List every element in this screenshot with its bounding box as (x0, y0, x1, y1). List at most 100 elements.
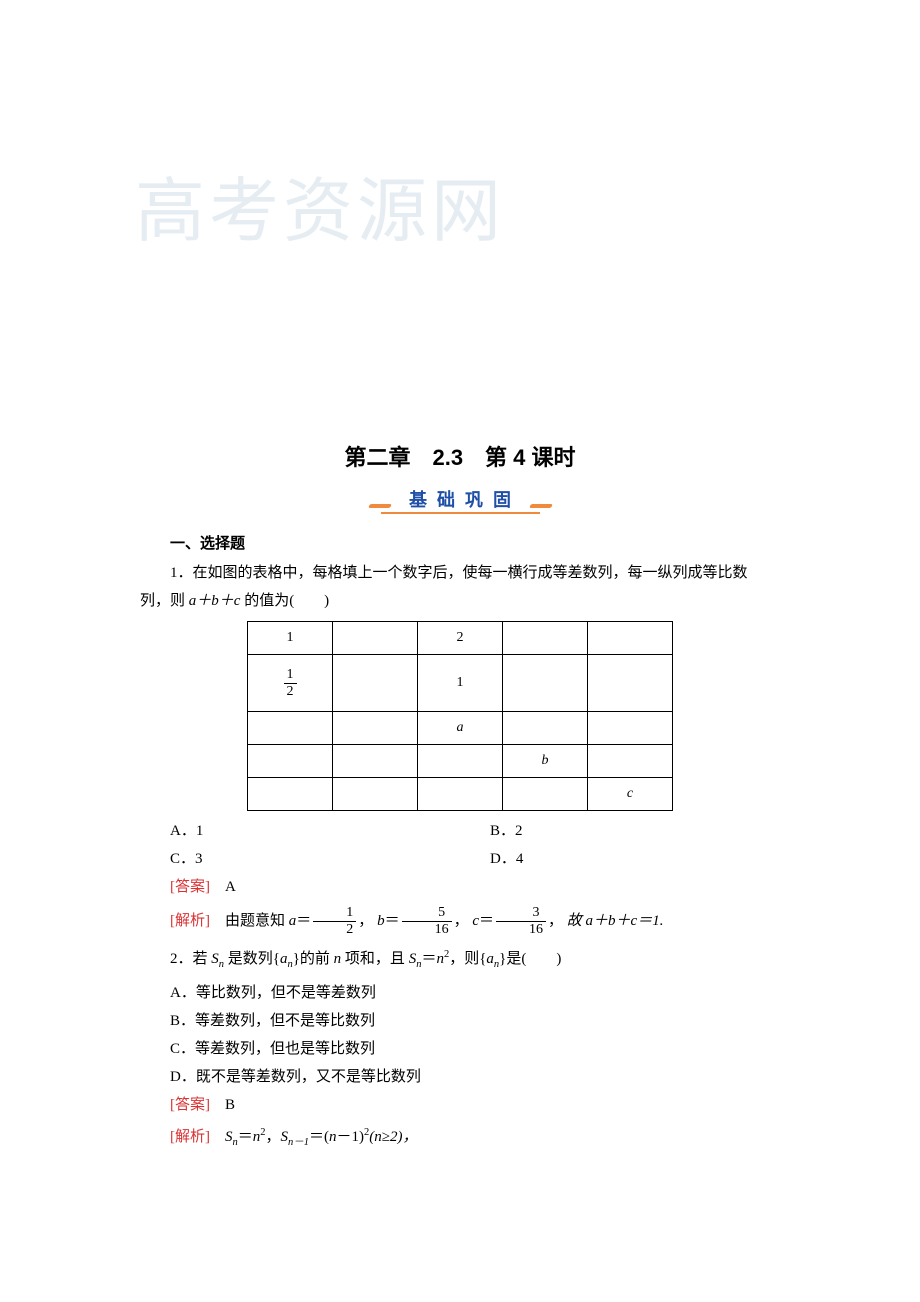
cell: b (503, 745, 588, 778)
eq: ＝ (385, 913, 400, 929)
var-S: S (281, 1129, 289, 1145)
cell: 1 (248, 622, 333, 655)
cell (418, 778, 503, 811)
q2-stem: 2．若 Sn 是数列{an}的前 n 项和，且 Sn＝n2，则{an}是( ) (140, 941, 780, 979)
q2-mid1: 是数列{ (224, 951, 280, 967)
q1-opt-d: D．4 (460, 845, 780, 873)
paren-a: ＝( (309, 1129, 329, 1145)
q1-analysis: [解析] 由题意知 a＝12， b＝516， c＝316， 故 a＋b＋c＝1. (140, 901, 780, 941)
banner-stroke-right (529, 504, 553, 508)
q2-opt-a: A．等比数列，但不是等差数列 (140, 979, 780, 1007)
cell (588, 655, 673, 712)
analysis-label: [解析] (170, 1129, 210, 1145)
frac-num: 1 (313, 906, 356, 921)
cell (503, 778, 588, 811)
section-banner: 基础巩固 (373, 486, 548, 514)
chapter-title: 第二章 2.3 第 4 课时 (140, 440, 780, 472)
section-heading: 一、选择题 (140, 532, 780, 553)
var-n: n (436, 951, 444, 967)
q1-answer: [答案] A (140, 873, 780, 901)
comma: ， (548, 913, 563, 929)
eq: ＝ (421, 951, 436, 967)
paren-b: －1) (337, 1129, 365, 1145)
table-row: a (248, 712, 673, 745)
cell (588, 622, 673, 655)
table-row: b (248, 745, 673, 778)
q2-mid3: 项和，且 (341, 951, 409, 967)
table-row: c (248, 778, 673, 811)
q1-stem-b: 列，则 (140, 593, 189, 609)
cell (503, 655, 588, 712)
q1-opt-b: B．2 (460, 817, 780, 845)
cell (503, 712, 588, 745)
cell (248, 745, 333, 778)
q2-mid4: ，则{ (449, 951, 486, 967)
q1-expr: a＋b＋c (189, 593, 241, 609)
var-a: a (486, 951, 494, 967)
eq: ＝ (238, 1129, 253, 1145)
comma: ， (454, 913, 469, 929)
cond: (n≥2)， (369, 1129, 417, 1145)
q1-opt-c: C．3 (140, 845, 460, 873)
frac-num: 1 (284, 668, 297, 683)
frac-den: 16 (496, 921, 546, 937)
q1-options-row1: A．1 B．2 (140, 817, 780, 845)
var-S: S (211, 951, 219, 967)
q1-stem-line2: 列，则 a＋b＋c 的值为( ) (140, 587, 780, 615)
cell (333, 622, 418, 655)
q2-stem-1: 2．若 (170, 951, 211, 967)
cell (248, 712, 333, 745)
cell (418, 745, 503, 778)
cell (248, 778, 333, 811)
q1-answer-value: A (225, 879, 236, 895)
q1-stem-line1: 1．在如图的表格中，每格填上一个数字后，使每一横行成等差数列，每一纵列成等比数 (140, 559, 780, 587)
q2-mid2: }的前 (293, 951, 334, 967)
table-row: 1 2 (248, 622, 673, 655)
eq: ＝ (296, 913, 311, 929)
q1-table: 1 2 1 2 1 a (247, 621, 673, 811)
answer-label: [答案] (170, 1097, 210, 1113)
comma: ， (266, 1129, 281, 1145)
cell (333, 778, 418, 811)
q2-mid5: }是( ) (499, 951, 561, 967)
cell (588, 712, 673, 745)
eq: ＝ (479, 913, 494, 929)
q1-ana-sum: 故 a＋b＋c＝1. (567, 913, 664, 929)
frac-num: 5 (402, 906, 452, 921)
watermark-text: 高考资源网 (135, 155, 505, 256)
cell (588, 745, 673, 778)
comma: ， (358, 913, 373, 929)
var-S: S (225, 1129, 233, 1145)
frac-den: 2 (284, 683, 297, 699)
section-banner-label: 基础巩固 (399, 486, 521, 512)
frac-den: 16 (402, 921, 452, 937)
var-n: n (329, 1129, 337, 1145)
cell (333, 655, 418, 712)
banner-stroke-left (368, 504, 392, 508)
frac-den: 2 (313, 921, 356, 937)
q1-stem-c: 的值为( ) (240, 593, 329, 609)
q2-opt-c: C．等差数列，但也是等比数列 (140, 1035, 780, 1063)
cell: 2 (418, 622, 503, 655)
cell: a (418, 712, 503, 745)
cell (333, 712, 418, 745)
cell: 1 2 (248, 655, 333, 712)
banner-underline (381, 512, 540, 514)
q2-answer-value: B (225, 1097, 235, 1113)
answer-label: [答案] (170, 879, 210, 895)
q2-analysis: [解析] Sn＝n2，Sn－1＝(n－1)2(n≥2)， (140, 1119, 780, 1157)
sub-nm1: n－1 (288, 1137, 309, 1148)
q1-opt-a: A．1 (140, 817, 460, 845)
cell: c (588, 778, 673, 811)
frac-num: 3 (496, 906, 546, 921)
q2-answer: [答案] B (140, 1091, 780, 1119)
q1-options-row2: C．3 D．4 (140, 845, 780, 873)
cell (333, 745, 418, 778)
table-row: 1 2 1 (248, 655, 673, 712)
q1-ana-a: 由题意知 (225, 913, 289, 929)
cell (503, 622, 588, 655)
q2-opt-b: B．等差数列，但不是等比数列 (140, 1007, 780, 1035)
q2-opt-d: D．既不是等差数列，又不是等比数列 (140, 1063, 780, 1091)
analysis-label: [解析] (170, 913, 210, 929)
cell: 1 (418, 655, 503, 712)
